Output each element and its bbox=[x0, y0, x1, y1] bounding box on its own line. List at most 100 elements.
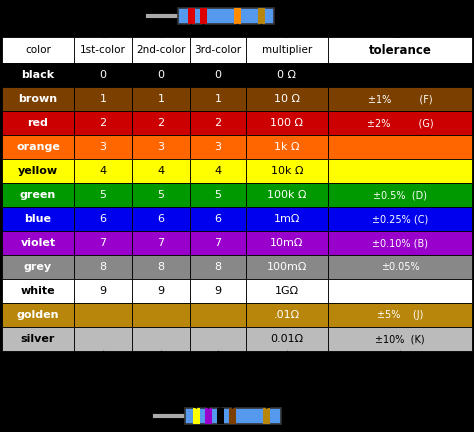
Bar bbox=[190, 231, 246, 255]
Bar bbox=[178, 8, 274, 24]
Bar bbox=[190, 159, 246, 183]
Text: 0: 0 bbox=[157, 70, 164, 80]
Bar bbox=[328, 231, 472, 255]
Bar bbox=[190, 327, 246, 351]
Bar bbox=[132, 37, 190, 63]
Text: 8: 8 bbox=[100, 262, 107, 272]
Text: 10 Ω: 10 Ω bbox=[274, 94, 300, 104]
Text: 1: 1 bbox=[215, 94, 221, 104]
Bar bbox=[234, 8, 241, 24]
Bar bbox=[246, 255, 328, 279]
Bar bbox=[132, 159, 190, 183]
Bar bbox=[132, 231, 190, 255]
Bar bbox=[74, 303, 132, 327]
Text: 100 Ω: 100 Ω bbox=[271, 118, 303, 128]
Bar bbox=[246, 183, 328, 207]
Text: ±0.05%: ±0.05% bbox=[381, 262, 419, 272]
Text: green: green bbox=[20, 190, 56, 200]
Text: grey: grey bbox=[24, 262, 52, 272]
Text: 8: 8 bbox=[214, 262, 221, 272]
Text: 1GΩ: 1GΩ bbox=[275, 286, 299, 296]
Text: 4: 4 bbox=[157, 166, 164, 176]
Bar bbox=[185, 408, 281, 424]
Bar bbox=[190, 87, 246, 111]
Bar bbox=[74, 37, 132, 63]
Bar bbox=[2, 255, 74, 279]
Text: yellow: yellow bbox=[18, 166, 58, 176]
Bar bbox=[132, 63, 190, 87]
Bar bbox=[190, 303, 246, 327]
Text: ±0.10% (B): ±0.10% (B) bbox=[372, 238, 428, 248]
Bar bbox=[74, 159, 132, 183]
Text: 100k Ω: 100k Ω bbox=[267, 190, 307, 200]
Bar bbox=[2, 37, 74, 63]
Text: blue: blue bbox=[25, 214, 52, 224]
Text: 6: 6 bbox=[215, 214, 221, 224]
Bar bbox=[132, 183, 190, 207]
Text: white: white bbox=[21, 286, 55, 296]
Text: 0.01Ω: 0.01Ω bbox=[271, 334, 303, 344]
Bar bbox=[132, 87, 190, 111]
Bar bbox=[328, 135, 472, 159]
Bar bbox=[2, 111, 74, 135]
Text: red: red bbox=[27, 118, 48, 128]
Bar bbox=[132, 255, 190, 279]
Bar bbox=[2, 303, 74, 327]
Text: brown: brown bbox=[18, 94, 57, 104]
Text: golden: golden bbox=[17, 310, 59, 320]
Bar bbox=[2, 63, 74, 87]
Bar bbox=[190, 37, 246, 63]
Bar bbox=[263, 408, 270, 424]
Text: ±2%         (G): ±2% (G) bbox=[367, 118, 433, 128]
Bar bbox=[190, 183, 246, 207]
Text: silver: silver bbox=[21, 334, 55, 344]
Text: 1st-color: 1st-color bbox=[80, 45, 126, 55]
Bar bbox=[193, 408, 200, 424]
Text: 0: 0 bbox=[100, 70, 107, 80]
Bar bbox=[74, 111, 132, 135]
Text: 5: 5 bbox=[100, 190, 107, 200]
Text: ±1%         (F): ±1% (F) bbox=[368, 94, 432, 104]
Bar bbox=[328, 279, 472, 303]
Bar bbox=[246, 159, 328, 183]
Bar bbox=[246, 279, 328, 303]
Bar bbox=[246, 231, 328, 255]
Bar bbox=[2, 87, 74, 111]
Text: 8: 8 bbox=[157, 262, 164, 272]
Bar bbox=[132, 327, 190, 351]
Bar bbox=[246, 207, 328, 231]
Text: multiplier: multiplier bbox=[262, 45, 312, 55]
Text: orange: orange bbox=[16, 142, 60, 152]
Bar bbox=[2, 279, 74, 303]
Text: ±5%    (J): ±5% (J) bbox=[377, 310, 423, 320]
Text: 0: 0 bbox=[215, 70, 221, 80]
Bar bbox=[328, 63, 472, 87]
Bar bbox=[246, 63, 328, 87]
Text: 4: 4 bbox=[214, 166, 221, 176]
Bar bbox=[2, 207, 74, 231]
Bar bbox=[74, 231, 132, 255]
Text: 2: 2 bbox=[100, 118, 107, 128]
Bar bbox=[190, 135, 246, 159]
Bar bbox=[205, 408, 212, 424]
Bar bbox=[246, 111, 328, 135]
Text: 6: 6 bbox=[100, 214, 107, 224]
Text: 5: 5 bbox=[157, 190, 164, 200]
Text: 1mΩ: 1mΩ bbox=[274, 214, 300, 224]
Bar bbox=[132, 279, 190, 303]
Bar bbox=[246, 37, 328, 63]
Bar bbox=[74, 255, 132, 279]
Text: 2: 2 bbox=[157, 118, 164, 128]
Bar bbox=[74, 183, 132, 207]
Bar bbox=[2, 159, 74, 183]
Text: 9: 9 bbox=[157, 286, 164, 296]
Text: ±0.5%  (D): ±0.5% (D) bbox=[373, 190, 427, 200]
Bar bbox=[74, 279, 132, 303]
Bar bbox=[188, 8, 195, 24]
Text: 4 band resistor: 4 band resistor bbox=[178, 0, 273, 3]
Text: 2nd-color: 2nd-color bbox=[136, 45, 186, 55]
Bar bbox=[246, 303, 328, 327]
Text: 3rd-color: 3rd-color bbox=[194, 45, 242, 55]
Text: 7: 7 bbox=[214, 238, 221, 248]
Text: ±10%  (K): ±10% (K) bbox=[375, 334, 425, 344]
